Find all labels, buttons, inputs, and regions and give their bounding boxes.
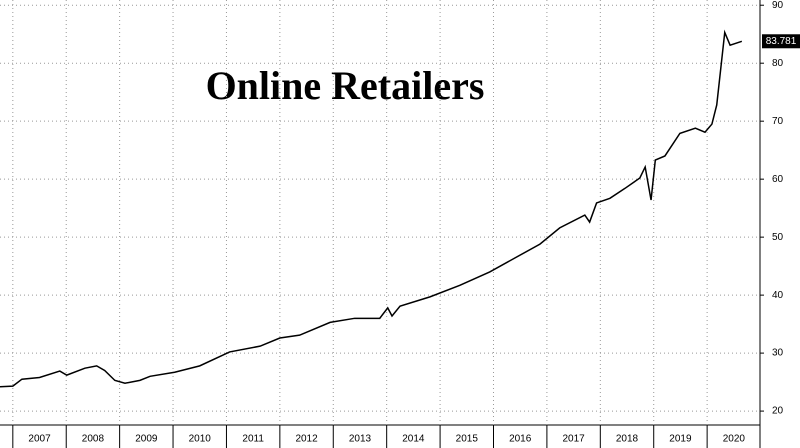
last-value-label: 83.781 [766, 36, 797, 47]
last-value-box [762, 34, 800, 49]
y-tick-label: 70 [772, 116, 784, 127]
x-tick-label: 2009 [135, 434, 158, 445]
x-tick-label: 2017 [562, 434, 585, 445]
y-tick-label: 50 [772, 232, 784, 243]
x-tick-label: 2014 [402, 434, 425, 445]
y-tick-label: 90 [772, 0, 784, 11]
y-tick-label: 40 [772, 290, 784, 301]
x-tick-label: 2019 [669, 434, 692, 445]
x-tick-label: 2020 [723, 434, 746, 445]
x-tick-label: 2012 [295, 434, 318, 445]
x-tick-label: 2007 [28, 434, 51, 445]
y-tick-label: 60 [772, 174, 784, 185]
chart-title: Online Retailers [206, 63, 485, 108]
x-tick-label: 2018 [616, 434, 639, 445]
x-tick-label: 2015 [456, 434, 479, 445]
line-series [0, 29, 743, 388]
x-tick-label: 2010 [189, 434, 212, 445]
y-tick-label: 80 [772, 58, 784, 69]
y-tick-label: 20 [772, 406, 784, 417]
x-tick-label: 2013 [349, 434, 372, 445]
x-tick-label: 2011 [242, 434, 264, 445]
x-tick-label: 2016 [509, 434, 532, 445]
x-tick-label: 2008 [82, 434, 105, 445]
y-tick-label: 30 [772, 348, 784, 359]
